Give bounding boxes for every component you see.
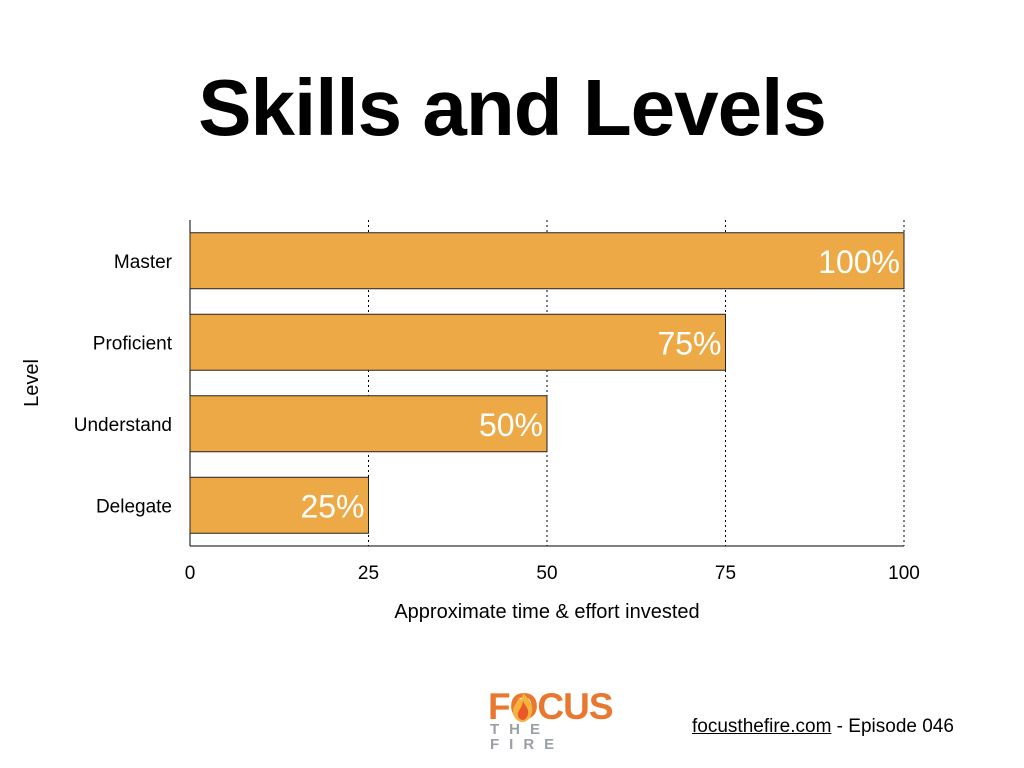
category-label: Master	[114, 252, 173, 273]
category-label: Proficient	[93, 333, 173, 354]
data-label: 100%	[818, 244, 900, 280]
flame-icon	[513, 692, 533, 722]
slide-title: Skills and Levels	[198, 63, 827, 152]
footer: focusthefire.com - Episode 046	[692, 716, 954, 738]
logo-sub-text: THE FIRE	[490, 721, 565, 753]
logo-main-text: FOCUS	[488, 686, 613, 727]
x-tick-label: 100	[888, 563, 920, 584]
x-tick-label: 0	[185, 563, 196, 584]
bar	[189, 395, 548, 453]
data-label: 25%	[300, 488, 364, 524]
x-tick-label: 50	[536, 563, 557, 584]
x-tick-label: 25	[358, 563, 379, 584]
category-label: Delegate	[96, 496, 172, 517]
category-label: Understand	[74, 415, 172, 436]
data-label: 50%	[479, 407, 543, 443]
bar	[189, 313, 726, 371]
y-axis-title: Level	[21, 359, 43, 407]
footer-episode: - Episode 046	[831, 716, 954, 737]
footer-link[interactable]: focusthefire.com	[692, 716, 832, 737]
bar	[189, 232, 905, 290]
bar	[189, 476, 369, 534]
x-axis-title: Approximate time & effort invested	[394, 601, 699, 623]
data-label: 75%	[657, 325, 721, 361]
focus-the-fire-logo: FOCUS THE FIRE	[488, 686, 613, 752]
x-tick-label: 75	[715, 563, 736, 584]
